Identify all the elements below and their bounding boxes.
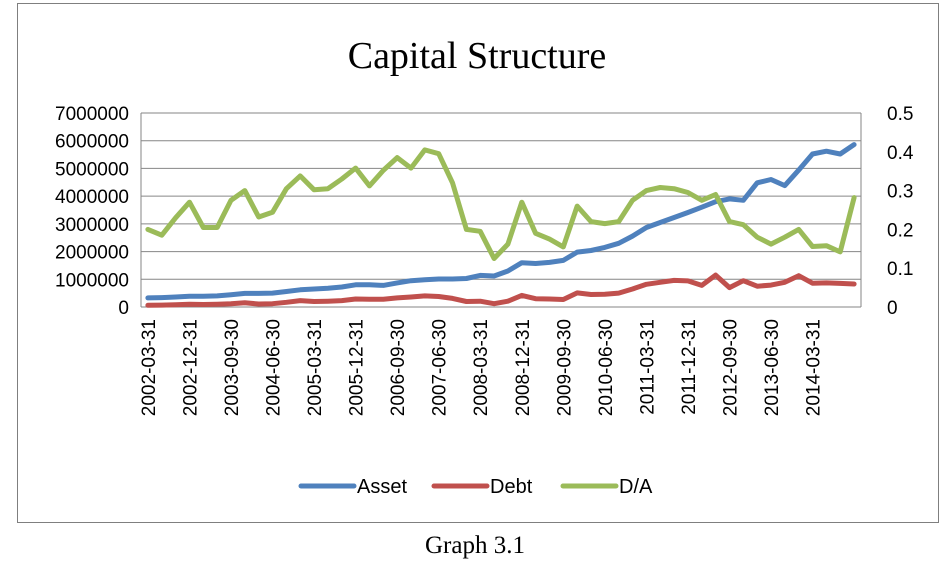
y2-tick-label: 0.3	[887, 182, 913, 203]
legend-label-asset: Asset	[357, 476, 407, 498]
x-tick-label: 2008-03-31	[471, 319, 492, 416]
legend-label-debt: Debt	[490, 476, 533, 498]
x-tick-label: 2014-03-31	[804, 319, 825, 416]
y2-tick-label: 0	[887, 298, 898, 319]
chart-svg: Capital Structure 0 1000000 2000000 3000000…	[55, 35, 914, 498]
y-tick-label: 3000000	[55, 215, 129, 236]
x-tick-label: 2004-06-30	[264, 319, 285, 416]
series-line-asset	[145, 142, 857, 301]
y-tick-label: 6000000	[55, 132, 129, 153]
x-tick-label: 2013-06-30	[762, 319, 783, 416]
grid-layer	[141, 112, 861, 308]
x-tick-label: 2010-06-30	[596, 319, 617, 416]
axis-layer: 0 1000000 2000000 3000000 4000000 5000000 6000…	[55, 104, 914, 416]
x-tick-label: 2006-09-30	[388, 319, 409, 416]
x-tick-label: 2007-06-30	[430, 319, 451, 416]
x-tick-label: 2003-09-30	[222, 319, 243, 416]
x-tick-label: 2012-09-30	[720, 319, 741, 416]
y-tick-label: 0	[118, 298, 129, 319]
y2-tick-label: 0.4	[887, 143, 914, 164]
chart-frame: Capital Structure 0 1000000 2000000 3000000…	[17, 3, 939, 523]
x-tick-label: 2002-03-31	[139, 319, 160, 416]
x-tick-label: 2002-12-31	[180, 319, 201, 416]
legend: Asset Debt D/A	[298, 476, 653, 498]
series-line-debt	[145, 272, 857, 308]
y-tick-label: 7000000	[55, 104, 129, 125]
series-line-d-a	[145, 147, 857, 261]
x-tick-label: 2011-03-31	[637, 319, 658, 415]
legend-label-d-a: D/A	[619, 476, 653, 498]
x-tick-label: 2005-03-31	[305, 319, 326, 416]
y2-tick-label: 0.1	[887, 259, 913, 280]
y-tick-label: 1000000	[55, 270, 129, 291]
figure-caption: Graph 3.1	[425, 532, 525, 559]
x-tick-label: 2009-09-30	[554, 319, 575, 416]
series-layer	[145, 142, 857, 308]
y-tick-label: 2000000	[55, 243, 129, 264]
y-tick-label: 5000000	[55, 159, 129, 180]
chart-title: Capital Structure	[348, 35, 607, 77]
y2-tick-label: 0.2	[887, 220, 913, 241]
x-tick-label: 2008-12-31	[513, 319, 534, 416]
y2-tick-label: 0.5	[887, 104, 913, 125]
x-tick-label: 2011-12-31	[679, 319, 700, 415]
y-tick-label: 4000000	[55, 187, 129, 208]
x-tick-label: 2005-12-31	[347, 319, 368, 416]
